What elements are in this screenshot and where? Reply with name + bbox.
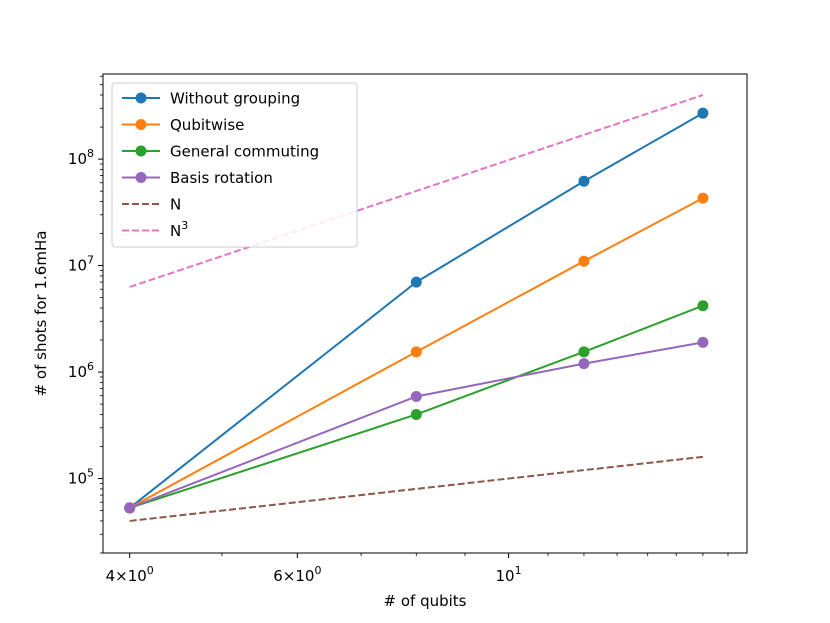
x-axis-label: # of qubits xyxy=(384,592,467,610)
x-tick-label: 6×100 xyxy=(273,564,321,585)
series-point-3 xyxy=(410,390,422,402)
series-point-1 xyxy=(410,346,422,358)
plot-area xyxy=(124,94,709,522)
series-line-0 xyxy=(129,112,704,509)
axis-ticks: 4×100 6×100 101 105 106 107 108 xyxy=(68,75,729,585)
legend: Without grouping Qubitwise General commuti… xyxy=(111,82,358,248)
series-line-4 xyxy=(129,455,704,522)
y-tick-label: 108 xyxy=(68,147,94,168)
series-point-1 xyxy=(578,255,590,267)
legend-marker-1 xyxy=(135,119,147,130)
series-point-3 xyxy=(697,336,709,348)
y-axis-label: # of shots for 1.6mHa xyxy=(32,231,50,397)
series-point-1 xyxy=(697,192,709,204)
legend-label-4: N xyxy=(170,196,181,214)
legend-label-2: General commuting xyxy=(170,143,319,161)
legend-label-1: Qubitwise xyxy=(170,116,244,134)
y-tick-label: 105 xyxy=(68,467,94,488)
series-line-1 xyxy=(129,197,704,509)
series-point-0 xyxy=(410,276,422,288)
legend-marker-2 xyxy=(135,145,147,157)
series-point-0 xyxy=(578,175,590,187)
series-point-3 xyxy=(124,502,136,514)
series-line-3 xyxy=(129,341,704,509)
legend-marker-0 xyxy=(135,92,147,104)
series-point-0 xyxy=(697,107,709,119)
legend-label-3: Basis rotation xyxy=(170,169,273,187)
x-tick-label: 4×100 xyxy=(106,564,154,585)
series-point-2 xyxy=(410,408,422,420)
legend-box xyxy=(111,82,358,248)
series-line-5 xyxy=(129,94,704,288)
axes-frame xyxy=(102,73,748,554)
y-tick-label: 107 xyxy=(68,254,94,275)
legend-label-0: Without grouping xyxy=(170,90,300,108)
legend-label-5: N3 xyxy=(170,219,188,240)
series-point-3 xyxy=(578,358,590,370)
series-point-2 xyxy=(578,346,590,358)
series-line-2 xyxy=(129,304,704,509)
series-point-2 xyxy=(697,300,709,312)
x-tick-label: 101 xyxy=(496,564,522,585)
y-tick-label: 106 xyxy=(68,360,94,381)
legend-marker-3 xyxy=(135,172,147,183)
